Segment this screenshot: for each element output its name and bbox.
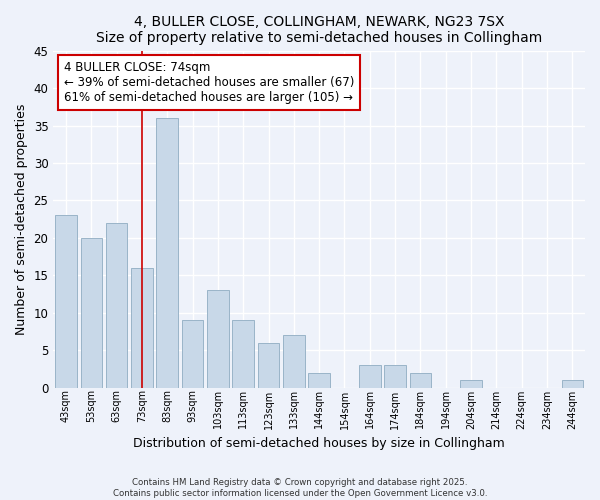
Bar bbox=[106, 223, 127, 388]
Bar bbox=[460, 380, 482, 388]
Y-axis label: Number of semi-detached properties: Number of semi-detached properties bbox=[15, 104, 28, 335]
Bar bbox=[308, 373, 330, 388]
Bar bbox=[232, 320, 254, 388]
Bar bbox=[131, 268, 152, 388]
Bar bbox=[207, 290, 229, 388]
Text: 4 BULLER CLOSE: 74sqm
← 39% of semi-detached houses are smaller (67)
61% of semi: 4 BULLER CLOSE: 74sqm ← 39% of semi-deta… bbox=[64, 60, 355, 104]
X-axis label: Distribution of semi-detached houses by size in Collingham: Distribution of semi-detached houses by … bbox=[133, 437, 505, 450]
Bar bbox=[359, 366, 380, 388]
Bar bbox=[562, 380, 583, 388]
Bar bbox=[283, 336, 305, 388]
Bar bbox=[385, 366, 406, 388]
Bar bbox=[258, 343, 279, 388]
Bar bbox=[80, 238, 102, 388]
Title: 4, BULLER CLOSE, COLLINGHAM, NEWARK, NG23 7SX
Size of property relative to semi-: 4, BULLER CLOSE, COLLINGHAM, NEWARK, NG2… bbox=[96, 15, 542, 45]
Bar bbox=[55, 216, 77, 388]
Text: Contains HM Land Registry data © Crown copyright and database right 2025.
Contai: Contains HM Land Registry data © Crown c… bbox=[113, 478, 487, 498]
Bar bbox=[410, 373, 431, 388]
Bar bbox=[157, 118, 178, 388]
Bar bbox=[182, 320, 203, 388]
